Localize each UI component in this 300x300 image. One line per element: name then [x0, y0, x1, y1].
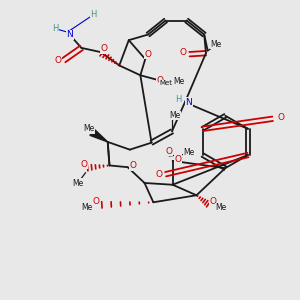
- Text: O: O: [55, 56, 62, 65]
- Text: Me: Me: [83, 124, 94, 134]
- Text: Me: Me: [173, 77, 184, 86]
- Text: O: O: [145, 50, 152, 59]
- Text: H: H: [175, 95, 181, 104]
- Text: O: O: [209, 197, 216, 206]
- Text: N: N: [185, 98, 192, 107]
- Text: Methyl: Methyl: [159, 80, 183, 86]
- Text: Me: Me: [215, 203, 226, 212]
- Text: N: N: [67, 30, 73, 39]
- Text: O: O: [180, 48, 187, 57]
- Text: H: H: [52, 24, 58, 33]
- Text: O: O: [80, 160, 88, 169]
- Text: O: O: [277, 113, 284, 122]
- Text: Me: Me: [82, 203, 93, 212]
- Text: Me: Me: [211, 40, 222, 49]
- Text: O: O: [157, 76, 164, 85]
- Text: O: O: [175, 155, 182, 164]
- Text: O: O: [166, 147, 172, 156]
- Text: O: O: [100, 44, 107, 53]
- Text: Me: Me: [72, 178, 83, 188]
- Text: Me: Me: [169, 111, 181, 120]
- Text: H: H: [91, 10, 97, 19]
- Text: O: O: [130, 161, 137, 170]
- Text: O: O: [92, 197, 99, 206]
- Text: O: O: [156, 170, 163, 179]
- Text: Me: Me: [184, 148, 195, 157]
- Polygon shape: [90, 129, 108, 142]
